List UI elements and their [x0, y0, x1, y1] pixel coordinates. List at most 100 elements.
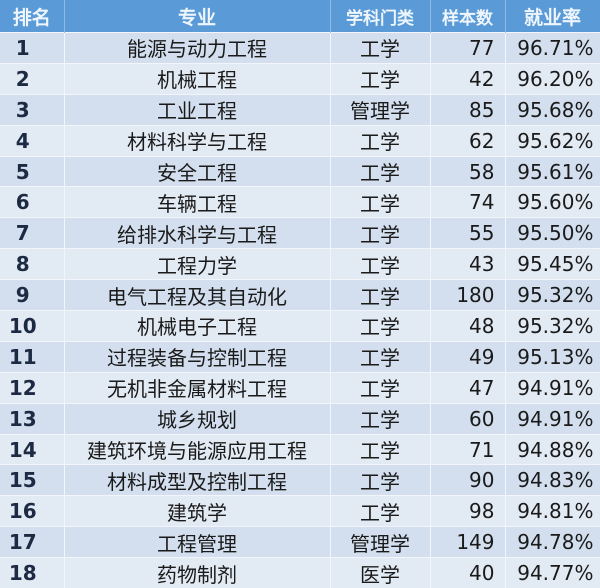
table-row: 2 机械工程 工学 42 96.20% [0, 62, 600, 95]
cell-rate: 94.88% [505, 433, 600, 465]
cell-samples: 62 [430, 124, 506, 157]
cell-rate: 95.32% [505, 279, 600, 311]
cell-samples: 85 [430, 93, 506, 126]
cell-rank: 16 [0, 495, 65, 527]
cell-rate: 95.60% [505, 186, 600, 218]
cell-major: 给排水科学与工程 [64, 217, 331, 249]
cell-major: 材料科学与工程 [64, 124, 331, 157]
cell-rank: 6 [0, 186, 65, 218]
cell-samples: 98 [430, 495, 506, 527]
cell-major: 城乡规划 [64, 402, 331, 435]
cell-rank: 13 [0, 402, 65, 435]
table-row: 10 机械电子工程 工学 48 95.32% [0, 310, 600, 342]
cell-major: 机械工程 [64, 62, 331, 95]
cell-category: 工学 [330, 371, 431, 404]
cell-samples: 60 [430, 402, 506, 435]
cell-rank: 12 [0, 371, 65, 404]
cell-rank: 5 [0, 155, 65, 187]
cell-samples: 149 [430, 526, 506, 558]
cell-samples: 90 [430, 464, 506, 496]
header-major: 专业 [64, 0, 331, 33]
table-row: 13 城乡规划 工学 60 94.91% [0, 402, 600, 435]
cell-major: 无机非金属材料工程 [64, 371, 331, 404]
cell-rate: 95.68% [505, 93, 600, 126]
cell-category: 工学 [330, 310, 431, 342]
cell-samples: 77 [430, 32, 506, 64]
cell-rate: 94.91% [505, 371, 600, 404]
cell-category: 工学 [330, 155, 431, 187]
cell-category: 工学 [330, 186, 431, 218]
cell-rate: 95.61% [505, 155, 600, 187]
cell-rank: 4 [0, 124, 65, 157]
cell-category: 工学 [330, 32, 431, 64]
cell-major: 电气工程及其自动化 [64, 279, 331, 311]
header-samples: 样本数 [430, 0, 506, 33]
cell-major: 工业工程 [64, 93, 331, 126]
cell-rank: 3 [0, 93, 65, 126]
cell-major: 建筑环境与能源应用工程 [64, 433, 331, 465]
cell-rate: 95.13% [505, 340, 600, 373]
cell-samples: 55 [430, 217, 506, 249]
cell-rank: 2 [0, 62, 65, 95]
table-row: 18 药物制剂 医学 40 94.77% [0, 557, 600, 588]
cell-samples: 47 [430, 371, 506, 404]
header-rank: 排名 [0, 0, 65, 33]
cell-category: 工学 [330, 340, 431, 373]
table-row: 4 材料科学与工程 工学 62 95.62% [0, 124, 600, 157]
cell-rate: 95.32% [505, 310, 600, 342]
cell-category: 工学 [330, 62, 431, 95]
cell-samples: 43 [430, 248, 506, 280]
cell-rank: 17 [0, 526, 65, 558]
cell-rate: 95.45% [505, 248, 600, 280]
cell-rank: 18 [0, 557, 65, 588]
table-row: 1 能源与动力工程 工学 77 96.71% [0, 32, 600, 64]
cell-rate: 94.81% [505, 495, 600, 527]
table-row: 17 工程管理 管理学 149 94.78% [0, 526, 600, 558]
cell-category: 工学 [330, 495, 431, 527]
table-row: 6 车辆工程 工学 74 95.60% [0, 186, 600, 218]
table-row: 14 建筑环境与能源应用工程 工学 71 94.88% [0, 433, 600, 465]
cell-major: 机械电子工程 [64, 310, 331, 342]
cell-rank: 9 [0, 279, 65, 311]
cell-samples: 42 [430, 62, 506, 95]
cell-rank: 11 [0, 340, 65, 373]
cell-category: 工学 [330, 279, 431, 311]
header-rate: 就业率 [505, 0, 600, 33]
table-row: 11 过程装备与控制工程 工学 49 95.13% [0, 340, 600, 373]
table-row: 8 工程力学 工学 43 95.45% [0, 248, 600, 280]
cell-rank: 14 [0, 433, 65, 465]
cell-major: 工程管理 [64, 526, 331, 558]
cell-samples: 40 [430, 557, 506, 588]
cell-major: 药物制剂 [64, 557, 331, 588]
cell-rate: 96.71% [505, 32, 600, 64]
cell-rate: 94.91% [505, 402, 600, 435]
table-row: 9 电气工程及其自动化 工学 180 95.32% [0, 279, 600, 311]
cell-rank: 10 [0, 310, 65, 342]
cell-rank: 7 [0, 217, 65, 249]
table-row: 3 工业工程 管理学 85 95.68% [0, 93, 600, 126]
cell-major: 过程装备与控制工程 [64, 340, 331, 373]
table-row: 16 建筑学 工学 98 94.81% [0, 495, 600, 527]
cell-rate: 95.62% [505, 124, 600, 157]
header-category: 学科门类 [330, 0, 431, 33]
cell-samples: 74 [430, 186, 506, 218]
cell-samples: 58 [430, 155, 506, 187]
cell-rate: 95.50% [505, 217, 600, 249]
cell-samples: 180 [430, 279, 506, 311]
cell-rate: 96.20% [505, 62, 600, 95]
cell-category: 医学 [330, 557, 431, 588]
table-row: 7 给排水科学与工程 工学 55 95.50% [0, 217, 600, 249]
cell-category: 工学 [330, 217, 431, 249]
cell-rank: 1 [0, 32, 65, 64]
table-row: 5 安全工程 工学 58 95.61% [0, 155, 600, 187]
cell-samples: 49 [430, 340, 506, 373]
cell-major: 能源与动力工程 [64, 32, 331, 64]
cell-major: 安全工程 [64, 155, 331, 187]
cell-major: 车辆工程 [64, 186, 331, 218]
cell-category: 工学 [330, 124, 431, 157]
header-row: 排名 专业 学科门类 样本数 就业率 [0, 0, 600, 33]
cell-category: 工学 [330, 248, 431, 280]
cell-rank: 15 [0, 464, 65, 496]
cell-major: 工程力学 [64, 248, 331, 280]
